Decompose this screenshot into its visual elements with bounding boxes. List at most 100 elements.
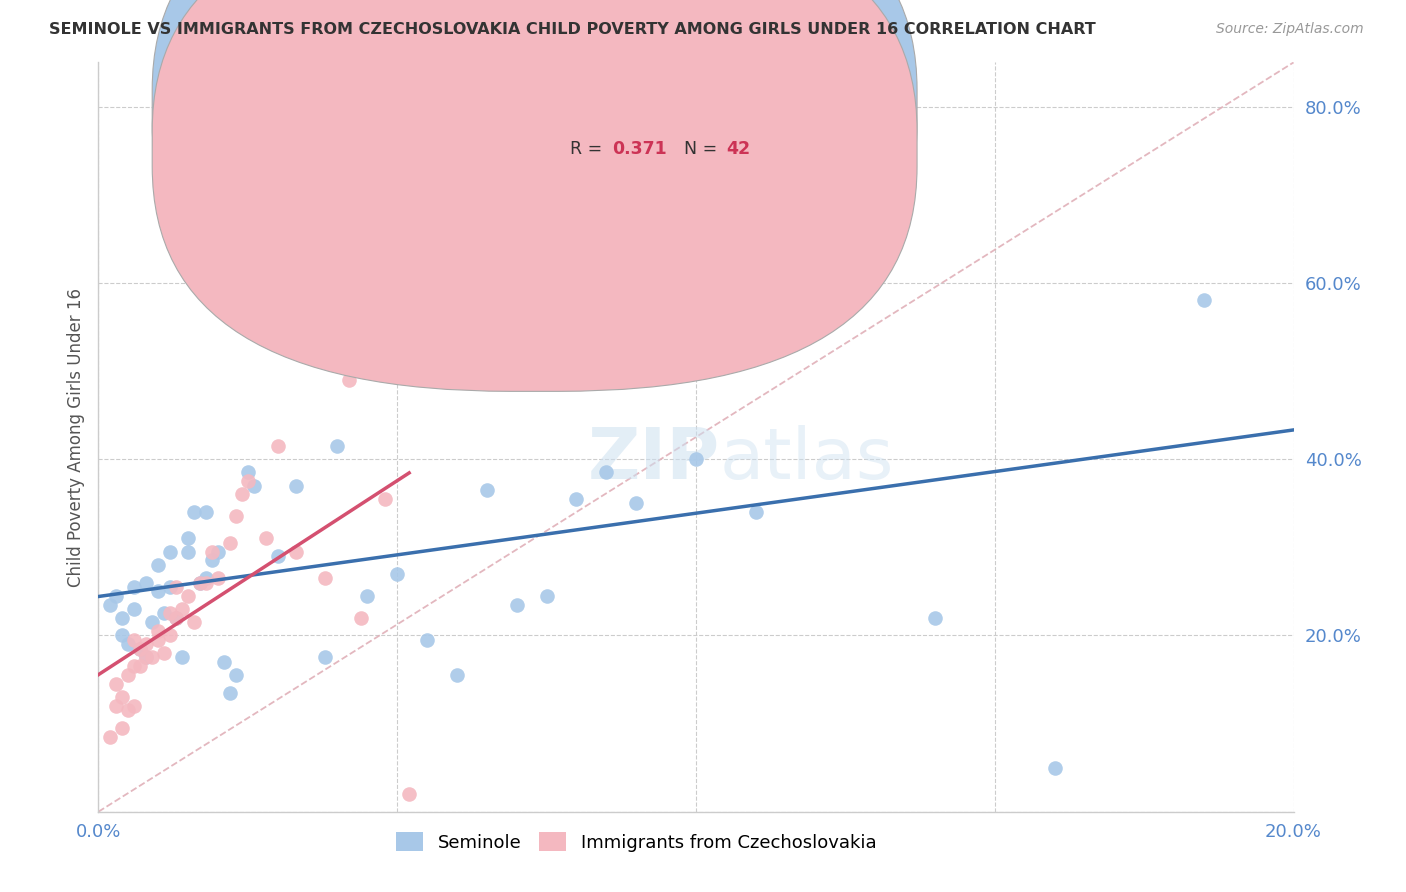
Point bbox=[177, 589, 200, 603]
Point bbox=[188, 575, 211, 590]
Point bbox=[284, 544, 307, 558]
Text: 42: 42 bbox=[725, 140, 749, 158]
Point bbox=[595, 466, 617, 480]
Text: R =: R = bbox=[571, 140, 609, 158]
Point bbox=[135, 575, 157, 590]
Point bbox=[267, 549, 290, 563]
Point bbox=[374, 491, 396, 506]
Point bbox=[315, 571, 337, 585]
Point bbox=[236, 474, 259, 488]
Point bbox=[141, 650, 163, 665]
Text: 52: 52 bbox=[725, 98, 749, 116]
Point bbox=[111, 611, 134, 625]
Point bbox=[385, 566, 409, 581]
Point bbox=[254, 285, 277, 299]
Point bbox=[148, 584, 170, 599]
Legend: Seminole, Immigrants from Czechoslovakia: Seminole, Immigrants from Czechoslovakia bbox=[388, 825, 884, 859]
Point bbox=[475, 483, 498, 497]
Point bbox=[159, 544, 181, 558]
Point bbox=[159, 580, 181, 594]
Point bbox=[506, 598, 529, 612]
Point bbox=[105, 677, 128, 691]
Point bbox=[195, 571, 218, 585]
Point bbox=[446, 668, 468, 682]
Point bbox=[129, 659, 152, 673]
Point bbox=[745, 505, 768, 519]
Point bbox=[105, 589, 128, 603]
Point bbox=[153, 607, 176, 621]
Point bbox=[267, 439, 290, 453]
Point bbox=[284, 478, 307, 492]
Point bbox=[315, 650, 337, 665]
Point bbox=[297, 346, 319, 360]
Point bbox=[148, 558, 170, 572]
Point bbox=[834, 187, 856, 202]
Point bbox=[231, 487, 253, 501]
Point bbox=[129, 641, 152, 656]
Point bbox=[219, 686, 242, 700]
Text: N =: N = bbox=[685, 140, 723, 158]
Point bbox=[177, 544, 200, 558]
Text: 0.235: 0.235 bbox=[613, 98, 668, 116]
Point bbox=[225, 509, 247, 524]
Point bbox=[183, 615, 205, 630]
Point bbox=[626, 496, 648, 510]
Point bbox=[172, 602, 194, 616]
FancyBboxPatch shape bbox=[494, 81, 828, 178]
Point bbox=[1043, 761, 1066, 775]
Text: ZIP: ZIP bbox=[588, 425, 720, 494]
Text: 0.371: 0.371 bbox=[613, 140, 666, 158]
Point bbox=[201, 553, 224, 567]
Point bbox=[111, 721, 134, 735]
Point bbox=[254, 532, 277, 546]
Point bbox=[212, 655, 235, 669]
Point bbox=[105, 698, 128, 713]
Point bbox=[356, 589, 378, 603]
Point bbox=[111, 628, 134, 642]
Point bbox=[195, 575, 218, 590]
Point bbox=[117, 668, 139, 682]
Point bbox=[350, 611, 373, 625]
Point bbox=[243, 478, 266, 492]
Point bbox=[416, 632, 439, 647]
Point bbox=[117, 703, 139, 717]
FancyBboxPatch shape bbox=[152, 0, 917, 392]
Text: SEMINOLE VS IMMIGRANTS FROM CZECHOSLOVAKIA CHILD POVERTY AMONG GIRLS UNDER 16 CO: SEMINOLE VS IMMIGRANTS FROM CZECHOSLOVAK… bbox=[49, 22, 1095, 37]
Point bbox=[183, 505, 205, 519]
Point bbox=[172, 650, 194, 665]
Y-axis label: Child Poverty Among Girls Under 16: Child Poverty Among Girls Under 16 bbox=[66, 287, 84, 587]
Point bbox=[1192, 293, 1215, 308]
Point bbox=[124, 580, 146, 594]
Point bbox=[98, 730, 122, 744]
Point bbox=[236, 466, 259, 480]
Point bbox=[398, 787, 420, 801]
Point bbox=[124, 602, 146, 616]
Point bbox=[159, 607, 181, 621]
Text: atlas: atlas bbox=[720, 425, 894, 494]
Point bbox=[207, 544, 229, 558]
Point bbox=[135, 650, 157, 665]
Point bbox=[536, 589, 558, 603]
Point bbox=[924, 611, 946, 625]
Point bbox=[685, 452, 707, 467]
Point bbox=[339, 373, 361, 387]
Point bbox=[225, 668, 247, 682]
Point bbox=[111, 690, 134, 705]
Point bbox=[201, 544, 224, 558]
Text: R =: R = bbox=[571, 98, 609, 116]
Point bbox=[207, 571, 229, 585]
Point bbox=[124, 659, 146, 673]
Point bbox=[188, 575, 211, 590]
Point bbox=[159, 628, 181, 642]
Point bbox=[165, 611, 187, 625]
Point bbox=[326, 439, 349, 453]
Point bbox=[177, 532, 200, 546]
Point bbox=[165, 611, 187, 625]
Point bbox=[129, 641, 152, 656]
Point bbox=[141, 615, 163, 630]
Text: N =: N = bbox=[685, 98, 723, 116]
Point bbox=[135, 637, 157, 651]
Point bbox=[195, 505, 218, 519]
Text: Source: ZipAtlas.com: Source: ZipAtlas.com bbox=[1216, 22, 1364, 37]
Point bbox=[124, 698, 146, 713]
